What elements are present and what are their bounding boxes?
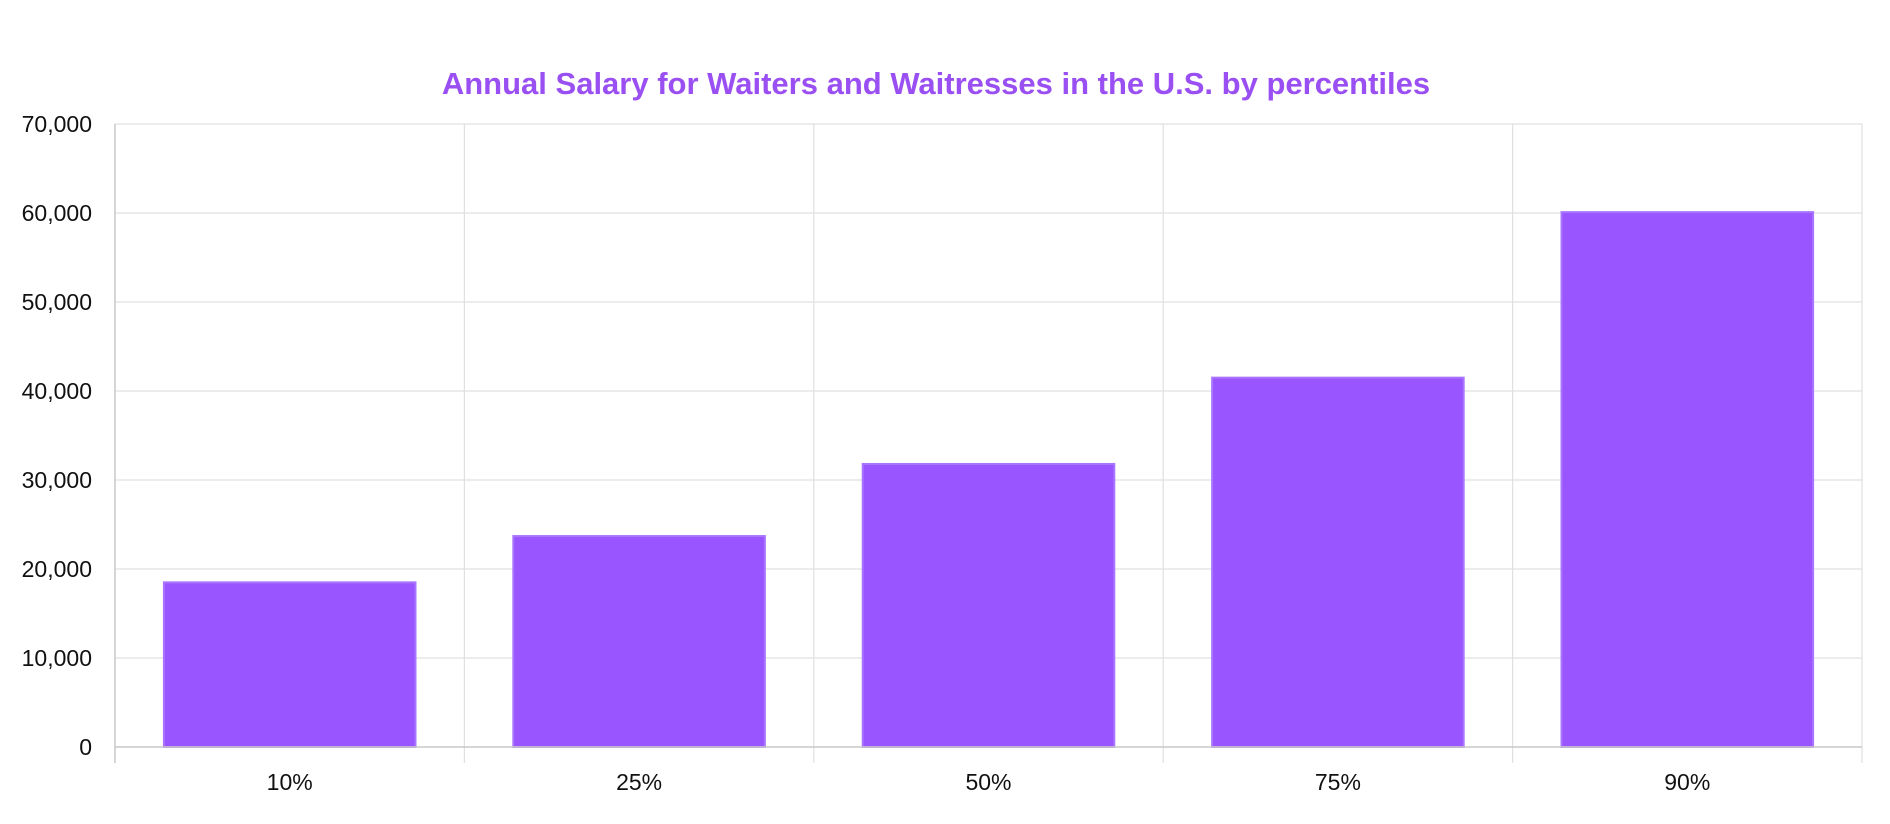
bar-10%[interactable]: [162, 581, 417, 748]
axes: [114, 124, 1862, 763]
y-tick-label: 70,000: [22, 111, 92, 137]
x-tick-label: 75%: [1315, 769, 1361, 795]
bar-50%[interactable]: [861, 462, 1116, 748]
chart-title: Annual Salary for Waiters and Waitresses…: [442, 66, 1430, 101]
x-tick-label: 25%: [616, 769, 662, 795]
x-tick-label: 90%: [1664, 769, 1710, 795]
bar-25%[interactable]: [512, 535, 766, 748]
bars: [162, 211, 1815, 749]
y-tick-label: 50,000: [22, 289, 92, 315]
y-tick-label: 0: [79, 734, 92, 760]
y-tick-label: 20,000: [22, 556, 92, 582]
y-tick-label: 10,000: [22, 645, 92, 671]
y-tick-label: 60,000: [22, 200, 92, 226]
y-tick-label: 30,000: [22, 467, 92, 493]
y-tick-label: 40,000: [22, 378, 92, 404]
bar-75%[interactable]: [1211, 376, 1465, 748]
x-axis-tick-labels: 10% 25% 50% 75% 90%: [267, 769, 1711, 795]
bar-90%[interactable]: [1560, 211, 1815, 749]
y-axis-tick-labels: 0 10,000 20,000 30,000 40,000 50,000 60,000 70,…: [22, 111, 92, 760]
grid-lines: [115, 123, 1863, 763]
x-tick-label: 50%: [965, 769, 1011, 795]
x-tick-label: 10%: [267, 769, 313, 795]
